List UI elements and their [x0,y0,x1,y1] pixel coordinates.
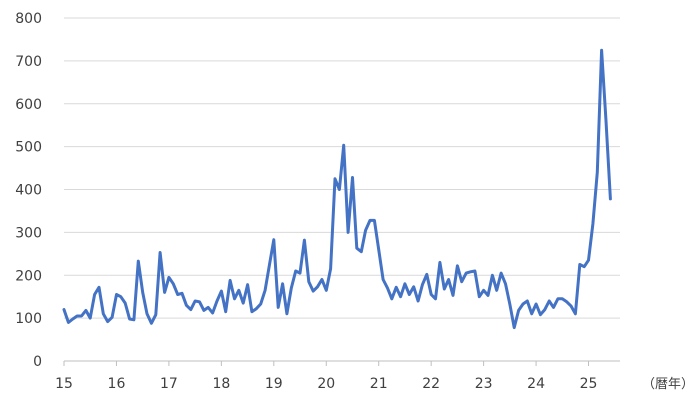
x-tick-label: 23 [475,376,493,392]
y-tick-label: 500 [15,140,42,156]
x-tick-label: 25 [580,376,598,392]
x-tick-label: 16 [108,376,126,392]
gridlines [64,17,620,319]
x-tick-label: 15 [55,376,73,392]
x-tick-labels: 15 16 17 18 19 20 21 22 23 24 25 [55,361,597,392]
y-tick-label: 400 [15,183,42,199]
x-tick-label: 18 [212,376,230,392]
y-tick-label: 0 [33,354,42,370]
x-tick-label: 22 [422,376,440,392]
y-tick-labels: 0 100 200 300 400 500 600 700 800 [15,11,42,370]
x-tick-label: 20 [317,376,335,392]
series-line [62,48,612,330]
y-tick-label: 700 [15,54,42,70]
x-axis-unit-label: （暦年） [642,377,694,392]
x-tick-label: 21 [370,376,388,392]
x-tick-label: 24 [527,376,545,392]
y-tick-label: 200 [15,268,42,284]
y-tick-label: 100 [15,311,42,327]
y-tick-label: 600 [15,97,42,113]
x-tick-label: 17 [160,376,178,392]
x-tick-label: 19 [265,376,283,392]
y-tick-label: 800 [15,11,42,27]
y-tick-label: 300 [15,225,42,241]
